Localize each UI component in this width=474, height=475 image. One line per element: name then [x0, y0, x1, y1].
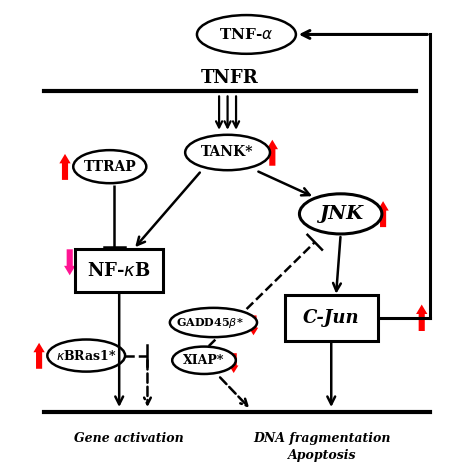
- Ellipse shape: [47, 340, 125, 371]
- Text: JNK: JNK: [319, 205, 363, 223]
- Text: TNF-$\alpha$: TNF-$\alpha$: [219, 27, 273, 42]
- FancyBboxPatch shape: [75, 249, 164, 292]
- FancyArrow shape: [211, 22, 223, 48]
- Text: Gene activation: Gene activation: [74, 432, 183, 445]
- FancyArrow shape: [416, 304, 428, 331]
- FancyArrow shape: [229, 353, 238, 373]
- FancyArrow shape: [267, 140, 278, 166]
- Ellipse shape: [73, 150, 146, 183]
- FancyArrow shape: [34, 343, 45, 369]
- Text: DNA fragmentation: DNA fragmentation: [253, 432, 391, 445]
- Text: TANK*: TANK*: [201, 145, 254, 160]
- Text: Apoptosis: Apoptosis: [288, 449, 356, 462]
- Ellipse shape: [185, 135, 270, 170]
- Ellipse shape: [172, 347, 236, 374]
- FancyArrow shape: [64, 249, 75, 276]
- Text: NF-$\kappa$B: NF-$\kappa$B: [87, 262, 151, 280]
- FancyArrow shape: [249, 315, 258, 335]
- FancyArrow shape: [59, 154, 71, 180]
- Text: GADD45$\beta$*: GADD45$\beta$*: [176, 315, 244, 330]
- Text: TNFR: TNFR: [201, 69, 259, 87]
- Ellipse shape: [197, 15, 296, 54]
- Ellipse shape: [170, 308, 257, 337]
- Text: $\kappa$BRas1*: $\kappa$BRas1*: [56, 349, 117, 362]
- Text: TTRAP: TTRAP: [83, 160, 136, 174]
- FancyBboxPatch shape: [284, 294, 378, 341]
- Text: C-Jun: C-Jun: [303, 309, 360, 327]
- Ellipse shape: [300, 194, 382, 234]
- FancyArrow shape: [377, 201, 389, 227]
- Text: XIAP*: XIAP*: [183, 354, 225, 367]
